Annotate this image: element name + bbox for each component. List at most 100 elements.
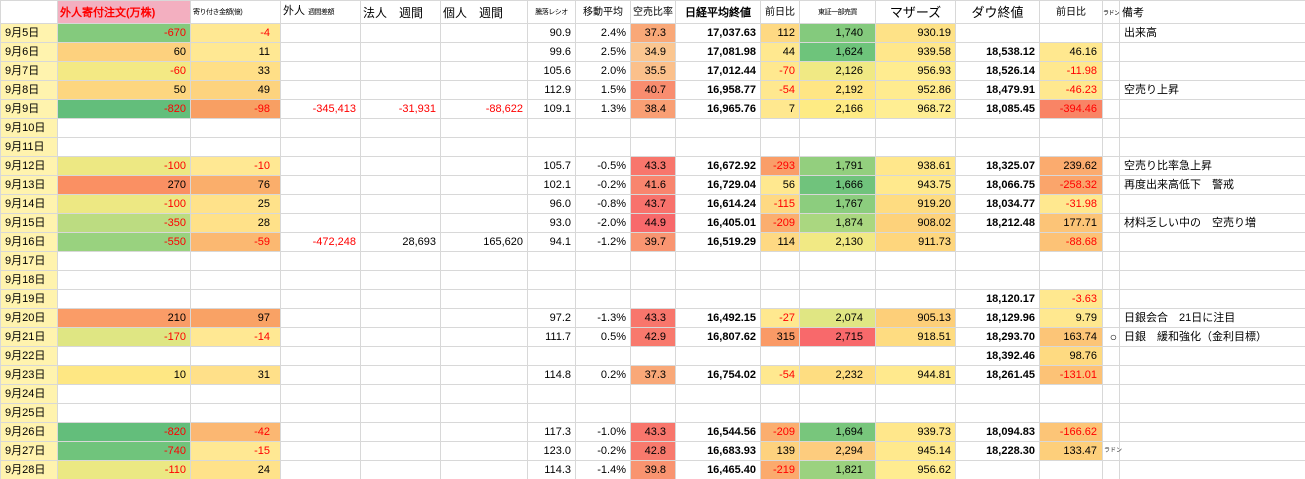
foreigner-weekly-cell[interactable] [280,61,361,81]
dow-close-cell[interactable]: 18,129.96 [955,308,1040,328]
corporate-weekly-cell[interactable]: 28,693 [360,232,441,252]
dow-close-cell[interactable]: 18,066.75 [955,175,1040,195]
date-cell[interactable]: 9月6日 [0,42,58,62]
dow-change-cell[interactable]: -166.62 [1039,422,1103,442]
tse1-volume-cell[interactable]: 1,666 [799,175,876,195]
open-amount-cell[interactable]: 49 [190,80,281,100]
updown-ratio-cell[interactable] [527,346,576,366]
remark-cell[interactable] [1119,232,1305,252]
foreigner-weekly-cell[interactable] [280,137,361,157]
foreign-orders-cell[interactable]: -110 [57,460,191,479]
tse1-volume-cell[interactable] [799,346,876,366]
updown-ratio-cell[interactable] [527,270,576,290]
short-ratio-cell[interactable] [630,384,676,404]
tse1-volume-cell[interactable]: 1,624 [799,42,876,62]
nikkei-change-cell[interactable]: 44 [760,42,800,62]
updown-ratio-cell[interactable]: 114.8 [527,365,576,385]
nikkei-change-cell[interactable]: -27 [760,308,800,328]
mothers-cell[interactable] [875,289,956,309]
updown-ratio-cell[interactable] [527,118,576,138]
foreign-orders-cell[interactable]: -740 [57,441,191,461]
col-header-mothers[interactable]: マザーズ [875,0,956,24]
annotation-cell[interactable] [1102,23,1120,43]
corporate-weekly-cell[interactable] [360,327,441,347]
nikkei-change-cell[interactable] [760,403,800,423]
mothers-cell[interactable] [875,384,956,404]
foreigner-weekly-cell[interactable] [280,403,361,423]
short-ratio-cell[interactable]: 37.3 [630,23,676,43]
individual-weekly-cell[interactable] [440,384,528,404]
individual-weekly-cell[interactable] [440,175,528,195]
nikkei-change-cell[interactable]: -54 [760,365,800,385]
dow-change-cell[interactable]: 177.71 [1039,213,1103,233]
remark-cell[interactable] [1119,384,1305,404]
date-cell[interactable]: 9月27日 [0,441,58,461]
dow-close-cell[interactable]: 18,325.07 [955,156,1040,176]
corporate-weekly-cell[interactable] [360,156,441,176]
individual-weekly-cell[interactable]: -88,622 [440,99,528,119]
open-amount-cell[interactable] [190,137,281,157]
corporate-weekly-cell[interactable] [360,308,441,328]
nikkei-change-cell[interactable]: 139 [760,441,800,461]
nikkei-change-cell[interactable]: 315 [760,327,800,347]
corporate-weekly-cell[interactable] [360,213,441,233]
col-header-individual-weekly[interactable]: 個人 週間 [440,0,528,24]
moving-average-cell[interactable] [575,346,631,366]
updown-ratio-cell[interactable]: 114.3 [527,460,576,479]
annotation-cell[interactable] [1102,460,1120,479]
annotation-cell[interactable] [1102,422,1120,442]
dow-change-cell[interactable]: -394.46 [1039,99,1103,119]
tse1-volume-cell[interactable]: 2,074 [799,308,876,328]
foreign-orders-cell[interactable] [57,137,191,157]
corporate-weekly-cell[interactable] [360,422,441,442]
remark-cell[interactable]: 日銀会合 21日に注目 [1119,308,1305,328]
nikkei-change-cell[interactable] [760,346,800,366]
moving-average-cell[interactable]: -1.4% [575,460,631,479]
foreign-orders-cell[interactable]: -100 [57,156,191,176]
nikkei-close-cell[interactable]: 17,081.98 [675,42,761,62]
dow-change-cell[interactable]: 163.74 ○ [1039,327,1117,347]
open-amount-cell[interactable]: -59 [190,232,281,252]
remark-cell[interactable] [1119,403,1305,423]
foreign-orders-cell[interactable] [57,251,191,271]
mothers-cell[interactable] [875,137,956,157]
moving-average-cell[interactable]: -2.0% [575,213,631,233]
mothers-cell[interactable] [875,346,956,366]
dow-change-cell[interactable]: 133.47 [1039,441,1103,461]
updown-ratio-cell[interactable]: 105.6 [527,61,576,81]
nikkei-change-cell[interactable]: 114 [760,232,800,252]
dow-close-cell[interactable] [955,118,1040,138]
individual-weekly-cell[interactable] [440,61,528,81]
foreign-orders-cell[interactable] [57,384,191,404]
tse1-volume-cell[interactable] [799,118,876,138]
col-header-short-ratio[interactable]: 空売比率 [630,0,676,24]
open-amount-cell[interactable]: -14 [190,327,281,347]
short-ratio-cell[interactable] [630,251,676,271]
dow-close-cell[interactable] [955,403,1040,423]
date-cell[interactable]: 9月16日 [0,232,58,252]
date-cell[interactable]: 9月11日 [0,137,58,157]
date-cell[interactable]: 9月7日 [0,61,58,81]
tse1-volume-cell[interactable] [799,384,876,404]
remark-cell[interactable] [1119,346,1305,366]
tse1-volume-cell[interactable]: 1,767 [799,194,876,214]
dow-close-cell[interactable]: 18,293.70 [955,327,1040,347]
foreign-orders-cell[interactable] [57,346,191,366]
updown-ratio-cell[interactable] [527,251,576,271]
individual-weekly-cell[interactable] [440,308,528,328]
foreign-orders-cell[interactable] [57,270,191,290]
individual-weekly-cell[interactable] [440,365,528,385]
updown-ratio-cell[interactable] [527,384,576,404]
annotation-cell[interactable] [1102,289,1120,309]
date-cell[interactable]: 9月8日 [0,80,58,100]
updown-ratio-cell[interactable]: 90.9 [527,23,576,43]
moving-average-cell[interactable]: -1.3% [575,308,631,328]
remark-cell[interactable]: 日銀 緩和強化（金利目標） [1119,327,1305,347]
nikkei-close-cell[interactable]: 16,683.93 [675,441,761,461]
date-cell[interactable]: 9月5日 [0,23,58,43]
moving-average-cell[interactable]: 2.4% [575,23,631,43]
mothers-cell[interactable] [875,118,956,138]
updown-ratio-cell[interactable]: 94.1 [527,232,576,252]
moving-average-cell[interactable]: -0.5% [575,156,631,176]
date-cell[interactable]: 9月22日 [0,346,58,366]
